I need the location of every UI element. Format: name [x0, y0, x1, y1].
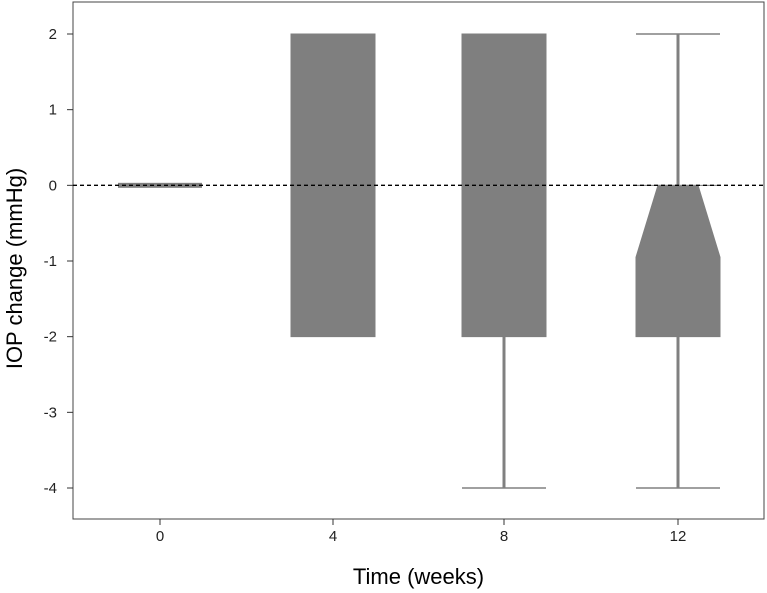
- y-tick-label: -3: [44, 404, 57, 421]
- box-12: [635, 33, 721, 489]
- y-tick-label: -1: [44, 253, 57, 270]
- box-8: [461, 33, 547, 489]
- x-tick-label: 8: [500, 528, 508, 545]
- x-axis-title: Time (weeks): [353, 564, 484, 589]
- box-body: [635, 184, 721, 338]
- x-tick-label: 0: [156, 528, 164, 545]
- x-tick-label: 4: [329, 528, 337, 545]
- y-axis-ticks: 2 1 0 -1 -2 -3 -4: [44, 26, 73, 497]
- y-tick-label: 0: [49, 177, 57, 194]
- y-tick-label: -4: [44, 480, 57, 497]
- x-tick-label: 12: [670, 528, 687, 545]
- y-tick-label: -2: [44, 329, 57, 346]
- y-tick-label: 1: [49, 102, 57, 119]
- x-axis-ticks: 0 4 8 12: [156, 519, 687, 545]
- y-axis-title: IOP change (mmHg): [2, 168, 27, 369]
- y-tick-label: 2: [49, 26, 57, 43]
- boxes-layer: [118, 33, 721, 489]
